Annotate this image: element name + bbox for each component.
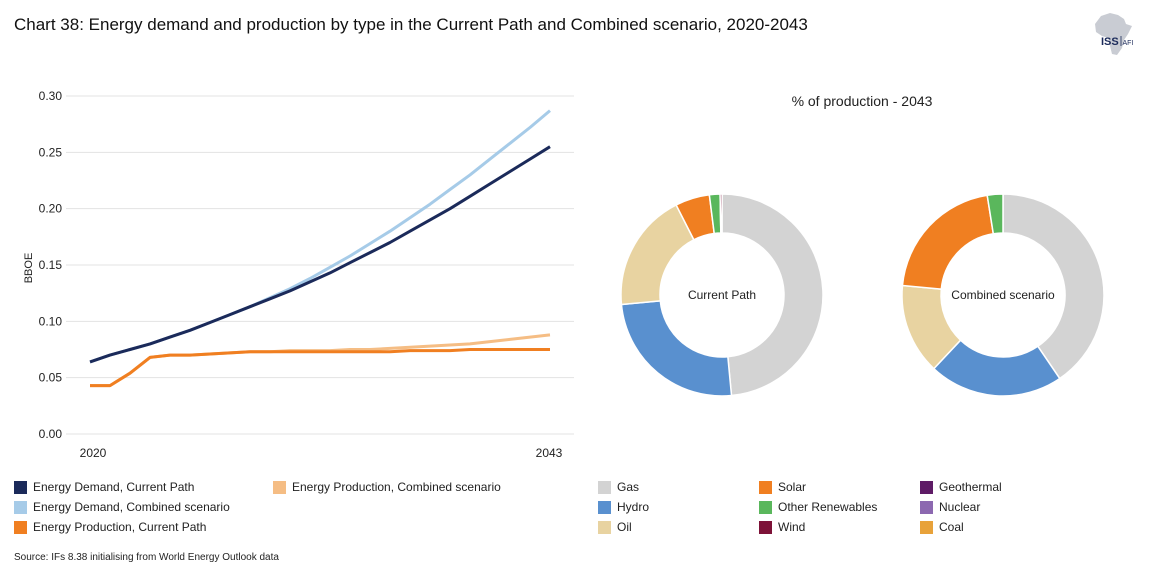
y-tick-label: 0.05 xyxy=(39,371,63,385)
y-tick-label: 0.20 xyxy=(39,202,63,216)
legend-item: Nuclear xyxy=(920,500,980,514)
legend-label: Oil xyxy=(617,520,632,534)
legend-swatch xyxy=(598,480,611,494)
legend-swatch xyxy=(920,520,933,534)
legend-item: Geothermal xyxy=(920,480,1002,494)
legend-swatch xyxy=(14,500,27,514)
donut-center-label: Combined scenario xyxy=(951,288,1055,302)
legend-item: Coal xyxy=(920,520,964,534)
legend-swatch xyxy=(598,500,611,514)
series-line-energy-demand-current-path xyxy=(89,145,551,364)
legend-item: Energy Production, Combined scenario xyxy=(273,480,501,494)
legend-item: Oil xyxy=(598,520,632,534)
y-tick-label: 0.15 xyxy=(39,258,63,272)
y-tick-label: 0.00 xyxy=(39,427,63,441)
legend-swatch xyxy=(14,520,27,534)
donut-slice-hydro xyxy=(620,300,733,397)
legend-label: Solar xyxy=(778,480,807,494)
legend-swatch xyxy=(14,480,27,494)
legend-swatch xyxy=(273,480,286,494)
legend-label: Energy Demand, Combined scenario xyxy=(33,500,230,514)
legend-item: Gas xyxy=(598,480,639,494)
donut-slice-gas xyxy=(721,193,824,397)
series-line-energy-production-current-path xyxy=(90,348,550,388)
legend-swatch xyxy=(598,520,611,534)
y-axis-label: BBOE xyxy=(23,253,35,284)
legend-label: Energy Demand, Current Path xyxy=(33,480,195,494)
legend-item: Solar xyxy=(759,480,806,494)
y-tick-label: 0.10 xyxy=(39,314,63,328)
x-tick-label: 2043 xyxy=(536,446,563,460)
legend-label: Hydro xyxy=(617,500,650,514)
donut-slice-gas xyxy=(1002,193,1105,380)
line-chart: 0.00 0.05 0.10 0.15 0.20 0.25 0.30 BBOE 2020 2043 xyxy=(23,89,574,460)
legend-label: Gas xyxy=(617,480,640,494)
legend-label: Other Renewables xyxy=(778,500,878,514)
logo-text: ISS xyxy=(1101,36,1119,48)
legend-swatch xyxy=(759,520,772,534)
iss-africa-logo: ISS AFI xyxy=(1095,13,1134,55)
legend-label: Wind xyxy=(778,520,806,534)
x-tick-label: 2020 xyxy=(80,446,107,460)
y-tick-label: 0.25 xyxy=(39,145,63,159)
legend-swatch xyxy=(759,500,772,514)
africa-map-icon xyxy=(1095,13,1132,55)
logo-subtext: AFI xyxy=(1123,40,1134,47)
donut-section-title: % of production - 2043 xyxy=(792,93,933,109)
legend-label: Nuclear xyxy=(939,500,981,514)
donut-legend: Gas Hydro Oil Solar Other Renewables Wind Geot… xyxy=(598,480,1118,540)
source-note: Source: IFs 8.38 initialising from World… xyxy=(14,552,279,563)
donut-slice-wind xyxy=(719,193,723,234)
y-tick-label: 0.30 xyxy=(39,89,63,103)
legend-item: Hydro xyxy=(598,500,649,514)
legend-swatch xyxy=(759,480,772,494)
legend-item: Energy Production, Current Path xyxy=(14,520,206,534)
chart-title: Chart 38: Energy demand and production b… xyxy=(14,15,808,34)
donut-slice-other-renewables xyxy=(986,193,1004,235)
donut-center-label: Current Path xyxy=(688,288,756,302)
legend-label: Coal xyxy=(939,520,964,534)
legend-item: Energy Demand, Combined scenario xyxy=(14,500,230,514)
legend-swatch xyxy=(920,480,933,494)
legend-label: Energy Production, Current Path xyxy=(33,520,207,534)
series-line-energy-demand-combined-scenario xyxy=(89,109,551,364)
legend-label: Energy Production, Combined scenario xyxy=(292,480,501,494)
legend-item: Wind xyxy=(759,520,805,534)
donut-slice-solar xyxy=(901,194,995,290)
line-legend: Energy Demand, Current Path Energy Demand… xyxy=(14,480,574,540)
legend-label: Geothermal xyxy=(939,480,1002,494)
legend-item: Other Renewables xyxy=(759,500,877,514)
donut-chart: % of production - 2043 Current Path Combin… xyxy=(620,93,1105,397)
legend-swatch xyxy=(920,500,933,514)
legend-item: Energy Demand, Current Path xyxy=(14,480,194,494)
